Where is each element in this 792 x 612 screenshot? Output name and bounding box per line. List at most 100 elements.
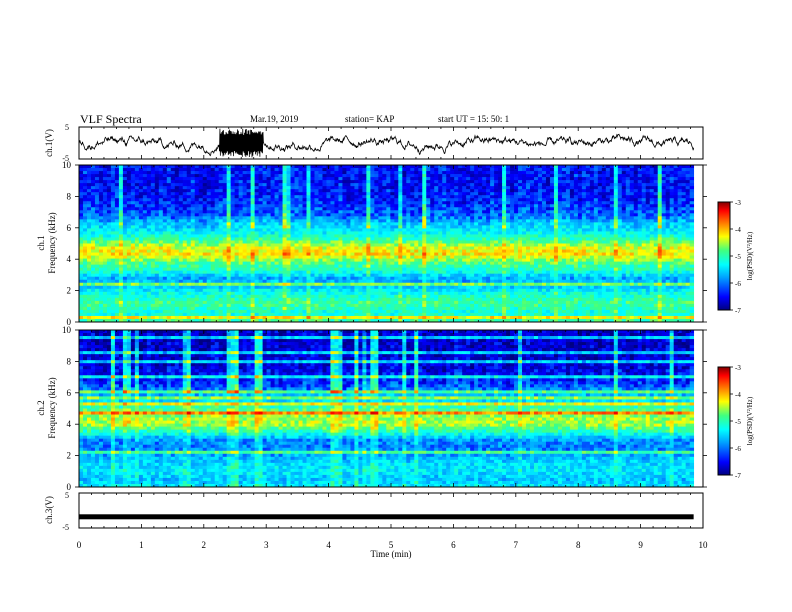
spectrogram-cell [86, 225, 92, 229]
spectrogram-cell [79, 204, 84, 208]
spectrogram-cell [226, 228, 232, 232]
spectrogram-cell [625, 237, 631, 241]
spectrogram-cell [378, 180, 383, 184]
spectrogram-cell [330, 249, 335, 253]
spectrogram-cell [258, 240, 263, 244]
spectrogram-cell [406, 180, 411, 184]
spectrogram-cell [158, 165, 164, 169]
spectrogram-cell [102, 246, 108, 250]
spectrogram-cell [142, 228, 148, 232]
spectrogram-cell [653, 183, 659, 187]
ch1-spectrogram-heatmap [79, 165, 695, 323]
spectrogram-cell [438, 210, 443, 214]
spectrogram-cell [625, 195, 631, 199]
spectrogram-cell [641, 189, 647, 193]
spectrogram-cell [430, 168, 435, 172]
spectrogram-cell [601, 219, 607, 223]
spectrogram-cell [290, 183, 295, 187]
spectrogram-cell [214, 249, 220, 253]
spectrogram-cell [254, 183, 259, 187]
spectrogram-cell [557, 177, 563, 181]
spectrogram-cell [330, 228, 335, 232]
spectrogram-cell [238, 222, 244, 226]
spectrogram-cell [230, 231, 236, 235]
spectrogram-cell [138, 171, 144, 175]
spectrogram-cell [134, 252, 140, 256]
spectrogram-cell [294, 192, 299, 196]
spectrogram-cell [146, 171, 152, 175]
spectrogram-cell [565, 204, 571, 208]
spectrogram-cell [322, 225, 327, 229]
spectrogram-cell [605, 201, 611, 205]
spectrogram-cell [398, 213, 403, 217]
spectrogram-cell [274, 204, 279, 208]
spectrogram-cell [254, 195, 259, 199]
spectrogram-cell [282, 204, 287, 208]
spectrogram-cell [366, 213, 371, 217]
spectrogram-cell [490, 243, 495, 247]
spectrogram-cell [537, 231, 543, 235]
spectrogram-cell [414, 249, 419, 253]
spectrogram-cell [338, 255, 343, 259]
spectrogram-cell [526, 192, 531, 196]
spectrogram-cell [354, 180, 359, 184]
spectrogram-cell [326, 225, 331, 229]
spectrogram-cell [561, 255, 567, 259]
spectrogram-cell [298, 204, 303, 208]
spectrogram-cell [282, 255, 287, 259]
spectrogram-cell [394, 231, 399, 235]
spectrogram-cell [557, 243, 563, 247]
spectrogram-cell [494, 234, 499, 238]
spectrogram-cell [238, 246, 244, 250]
spectrogram-cell [430, 231, 435, 235]
spectrogram-cell [146, 183, 152, 187]
spectrogram-cell [178, 258, 184, 263]
spectrogram-cell [498, 243, 503, 247]
spectrogram-cell [553, 240, 559, 244]
spectrogram-cell [605, 168, 611, 172]
spectrogram-cell [282, 207, 287, 211]
spectrogram-cell [462, 237, 467, 241]
spectrogram-cell [198, 183, 204, 187]
spectrogram-cell [585, 234, 591, 238]
spectrogram-cell [278, 252, 283, 256]
spectrogram-cell [330, 240, 335, 244]
spectrogram-cell [162, 213, 168, 217]
spectrogram-cell [114, 180, 120, 184]
spectrogram-cell [79, 261, 84, 266]
spectrogram-cell [685, 240, 691, 244]
spectrogram-cell [178, 219, 184, 223]
spectrogram-cell [653, 213, 659, 217]
spectrogram-cell [573, 255, 579, 259]
spectrogram-cell [506, 240, 511, 244]
spectrogram-cell [669, 210, 675, 214]
spectrogram-cell [194, 261, 200, 266]
spectrogram-cell [557, 246, 563, 250]
spectrogram-cell [394, 258, 399, 263]
spectrogram-cell [82, 198, 88, 202]
spectrogram-cell [502, 216, 507, 220]
spectrogram-cell [334, 186, 339, 190]
spectrogram-cell [565, 168, 571, 172]
spectrogram-cell [318, 234, 323, 238]
spectrogram-cell [617, 255, 623, 259]
spectrogram-cell [466, 249, 471, 253]
spectrogram-cell [442, 234, 447, 238]
spectrogram-cell [358, 174, 363, 178]
spectrogram-cell [681, 183, 687, 187]
spectrogram-cell [414, 168, 419, 172]
spectrogram-cell [398, 210, 403, 214]
spectrogram-cell [166, 255, 172, 259]
spectrogram-cell [402, 204, 407, 208]
spectrogram-cell [522, 240, 527, 244]
spectrogram-cell [414, 219, 419, 223]
spectrogram-cell [162, 246, 168, 250]
spectrogram-cell [482, 258, 487, 263]
spectrogram-cell [126, 222, 132, 226]
ch1-ytick-top: 5 [65, 123, 69, 132]
spectrogram-cell [94, 261, 100, 266]
spectrogram-cell [214, 222, 220, 226]
spectrogram-cell [490, 222, 495, 226]
spectrogram-cell [274, 240, 279, 244]
